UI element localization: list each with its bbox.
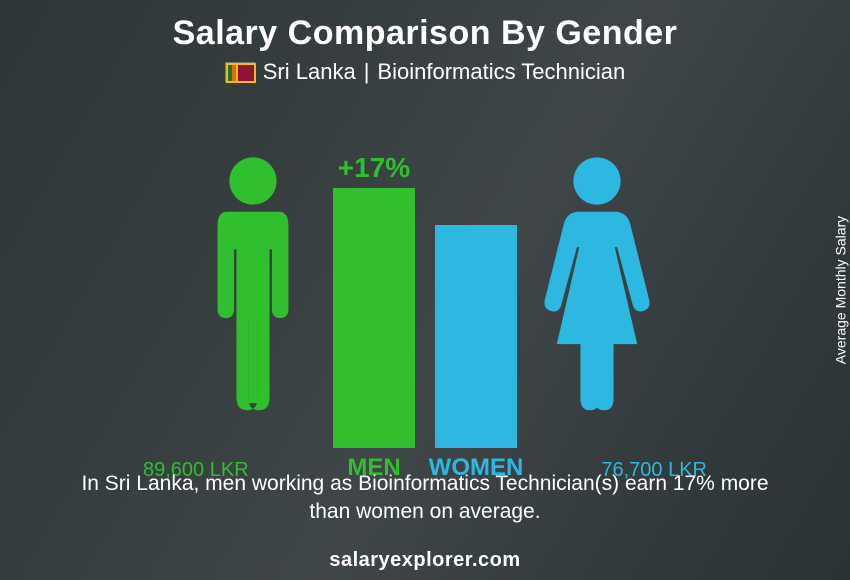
separator: | — [364, 59, 370, 85]
flag-icon — [225, 62, 255, 82]
side-axis-label: Average Monthly Salary — [832, 290, 848, 438]
women-bar-wrap: WOMEN — [435, 225, 517, 448]
women-bar — [435, 225, 517, 448]
man-icon — [193, 155, 313, 415]
men-bar-wrap: +17% MEN — [333, 152, 415, 448]
pct-label: +17% — [338, 152, 410, 184]
job-label: Bioinformatics Technician — [377, 59, 625, 85]
footer-link[interactable]: salaryexplorer.com — [0, 549, 850, 572]
chart-area: 89,600 LKR +17% MEN WOMEN 76,700 LKR — [80, 108, 770, 448]
men-icon-wrap: 89,600 LKR — [193, 155, 313, 448]
title: Salary Comparison By Gender — [0, 0, 850, 53]
country-label: Sri Lanka — [263, 59, 356, 85]
subtitle: Sri Lanka | Bioinformatics Technician — [0, 59, 850, 85]
women-icon-wrap: 76,700 LKR — [537, 155, 657, 448]
woman-icon — [537, 155, 657, 415]
men-bar — [333, 188, 415, 448]
description: In Sri Lanka, men working as Bioinformat… — [70, 470, 780, 527]
